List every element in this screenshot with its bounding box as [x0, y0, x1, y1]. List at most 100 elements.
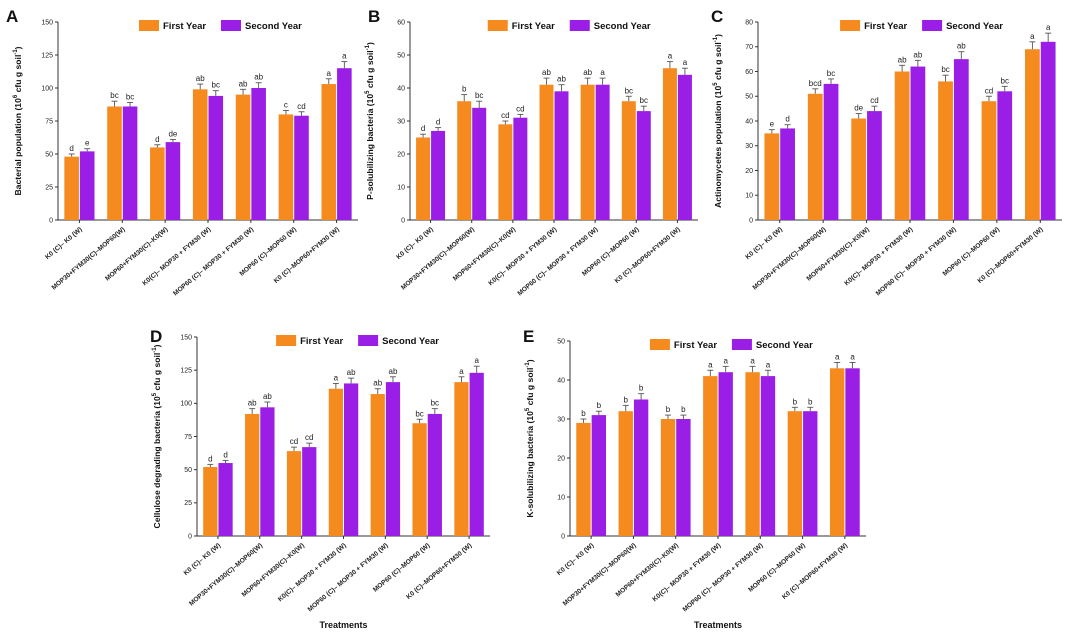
significance-letter: ab: [389, 367, 398, 376]
y-tick-label: 10: [745, 193, 753, 200]
significance-letter: bcd: [809, 79, 822, 88]
significance-letter: b: [639, 384, 644, 393]
y-tick-label: 50: [45, 151, 53, 158]
significance-letter: d: [208, 454, 212, 463]
bar-second-year: [344, 383, 359, 536]
bar-second-year: [867, 111, 882, 220]
category-label: K0 (C)– K0 (W): [744, 226, 784, 261]
bar-first-year: [286, 451, 302, 536]
legend-swatch-first-year: [139, 20, 159, 31]
bar-first-year: [328, 388, 343, 536]
y-axis-title-part: 5: [365, 90, 371, 94]
y-axis-title-part: cfu g soil: [525, 368, 535, 408]
significance-letter: a: [342, 52, 347, 61]
bar-second-year: [780, 128, 795, 220]
bar-second-year: [591, 415, 607, 536]
y-tick-label: 30: [745, 143, 753, 150]
y-tick-label: 125: [180, 368, 192, 375]
y-tick-label: 10: [557, 494, 565, 501]
bar-second-year: [431, 130, 446, 220]
significance-letter: a: [683, 58, 688, 67]
bar-second-year: [823, 83, 839, 220]
y-axis-title-part: 5: [525, 407, 531, 411]
bar-second-year: [718, 372, 733, 536]
x-axis-title: Treatments: [319, 620, 367, 630]
significance-letter: b: [666, 405, 671, 414]
significance-letter: a: [708, 360, 713, 369]
y-axis-title-part: Actinomycetes population (10: [713, 85, 723, 207]
y-axis-title: Cellulose degrading bacteria (105 cfu g …: [152, 344, 162, 528]
significance-letter: a: [850, 352, 855, 361]
significance-letter: cd: [305, 433, 313, 442]
y-axis-title: Actinomycetes population (105 cfu g soil…: [713, 34, 723, 208]
significance-letter: a: [600, 68, 605, 77]
y-axis-title-part: -1: [13, 49, 19, 55]
bar-first-year: [107, 106, 122, 220]
legend-label-first-year: First Year: [512, 21, 555, 32]
panel-letter: A: [6, 7, 18, 26]
y-tick-label: 0: [401, 217, 405, 224]
legend-label-first-year: First Year: [674, 340, 717, 351]
category-label: MOP30+FYM30(C)–MOP60(W): [51, 226, 127, 291]
bar-first-year: [64, 156, 79, 220]
y-axis-title-part: ): [365, 42, 375, 45]
legend-label-first-year: First Year: [300, 336, 343, 347]
y-axis-title-part: ): [525, 359, 535, 362]
bar-first-year: [150, 147, 165, 220]
bar-first-year: [981, 101, 997, 220]
chart-panel-c: C 0 10 20 30 40 50 60 70 80 Actinomycetes populati…: [711, 7, 1062, 297]
y-tick-label: 40: [557, 377, 565, 384]
y-axis-title-part: cfu g soil: [13, 55, 23, 95]
bar-second-year: [337, 68, 352, 220]
category-label: MOP60 (C)– MOP30 + FYM30 (W): [875, 226, 958, 297]
bar-first-year: [1025, 49, 1040, 220]
significance-letter: c: [284, 100, 288, 109]
bar-first-year: [498, 124, 513, 220]
y-tick-label: 30: [557, 416, 565, 423]
significance-letter: e: [770, 120, 775, 129]
y-tick-label: 20: [397, 151, 405, 158]
significance-letter: ab: [254, 73, 263, 82]
y-axis-title-part: 6: [13, 94, 19, 98]
significance-letter: bc: [110, 91, 118, 100]
category-label: K0(C)– MOP30 + FYM30 (W): [277, 542, 348, 603]
y-tick-label: 20: [745, 168, 753, 175]
bar-first-year: [370, 394, 385, 536]
y-tick-label: 20: [557, 455, 565, 462]
bar-first-year: [829, 368, 845, 536]
bar-first-year: [576, 422, 591, 536]
significance-letter: ab: [239, 79, 248, 88]
y-tick-label: 50: [745, 94, 753, 101]
significance-letter: b: [793, 397, 798, 406]
category-label: K0(C)– MOP30 + FYM30 (W): [651, 542, 722, 603]
legend-label-second-year: Second Year: [382, 336, 439, 347]
category-label: MOP60 (C)– MOP30 + FYM30 (W): [172, 226, 255, 297]
y-axis-title-part: ): [13, 46, 23, 49]
legend-swatch-first-year: [840, 20, 861, 31]
y-tick-label: 80: [745, 19, 753, 26]
legend-swatch-first-year: [649, 339, 670, 350]
bar-second-year: [676, 419, 691, 536]
bar-first-year: [192, 89, 208, 220]
y-axis-title: P-solubilizing bacteria (105 cfu g soil-…: [365, 42, 375, 200]
legend-label-second-year: Second Year: [594, 21, 651, 32]
bar-first-year: [807, 93, 823, 220]
y-tick-label: 10: [397, 184, 405, 191]
bar-second-year: [595, 84, 610, 220]
y-tick-label: 150: [180, 334, 192, 341]
legend-swatch-second-year: [731, 339, 752, 350]
panel-letter: E: [523, 327, 534, 346]
bar-second-year: [636, 111, 651, 220]
legend-label-second-year: Second Year: [946, 21, 1003, 32]
significance-letter: a: [1046, 23, 1051, 32]
significance-letter: ab: [898, 55, 907, 64]
y-axis-title-part: ): [713, 34, 723, 37]
y-tick-label: 100: [180, 401, 192, 408]
significance-letter: cd: [985, 86, 993, 95]
bar-first-year: [851, 118, 867, 220]
significance-letter: a: [723, 356, 728, 365]
bar-second-year: [294, 115, 309, 220]
y-tick-label: 125: [41, 52, 53, 59]
y-tick-label: 100: [41, 85, 53, 92]
